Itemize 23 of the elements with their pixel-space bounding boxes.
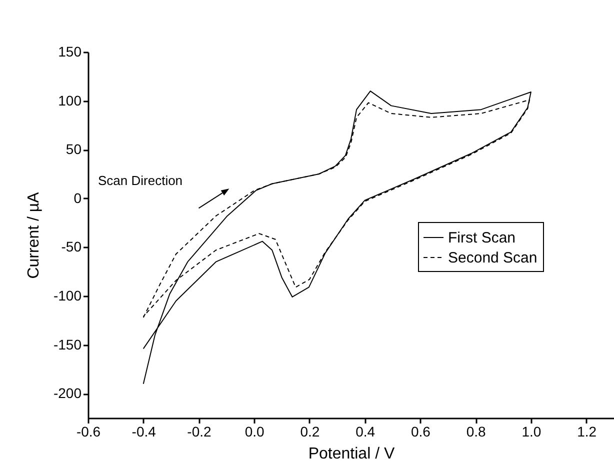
x-tick-label: -0.2 — [187, 424, 212, 440]
legend-label: First Scan — [448, 230, 516, 246]
x-tick-label: 0.4 — [356, 424, 376, 440]
y-tick-label: 150 — [58, 44, 82, 60]
x-tick-label: 0.0 — [244, 424, 265, 440]
x-tick-label: 0.6 — [410, 424, 431, 440]
y-axis-title: Current / µA — [25, 192, 42, 279]
y-tick-label: -150 — [53, 336, 82, 352]
x-tick-label: 0.2 — [300, 424, 320, 440]
x-tick-label: -0.6 — [76, 424, 101, 440]
legend-label: Second Scan — [448, 250, 538, 266]
y-tick-label: 0 — [74, 190, 82, 206]
x-tick-label: 0.8 — [466, 424, 486, 440]
annotation: Scan Direction — [98, 173, 183, 188]
y-tick-label: -100 — [53, 288, 82, 304]
x-tick-label: 1.2 — [577, 424, 597, 440]
x-tick-label: 1.0 — [522, 424, 542, 440]
y-tick-label: 100 — [58, 92, 82, 108]
y-tick-label: 50 — [66, 141, 82, 158]
x-axis-title: Potential / V — [308, 446, 395, 462]
y-tick-label: -200 — [53, 385, 82, 402]
x-tick-label: -0.4 — [132, 424, 156, 440]
y-tick-label: -50 — [61, 238, 82, 255]
